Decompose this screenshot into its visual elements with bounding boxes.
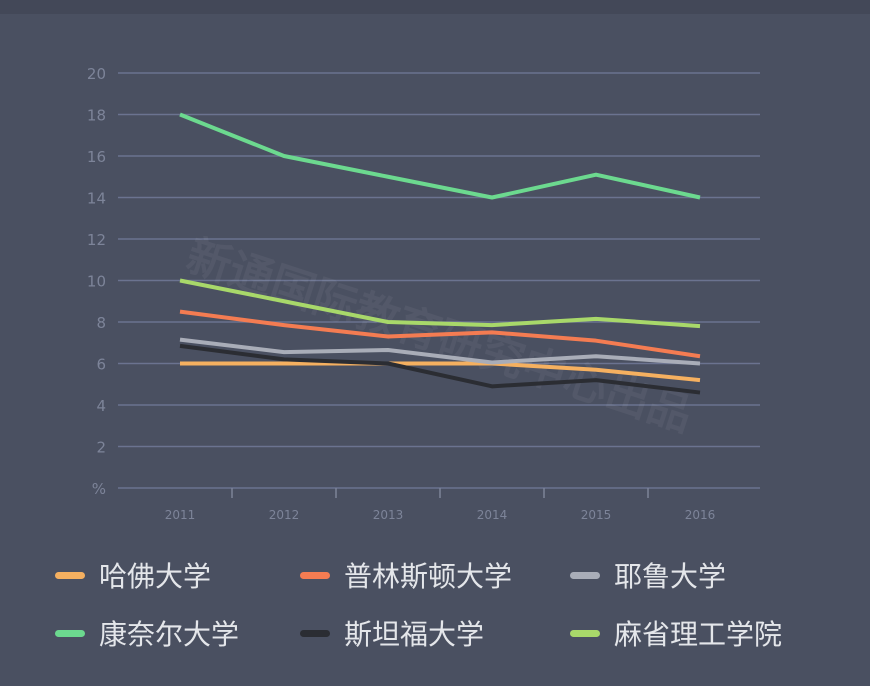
- legend-item: 斯坦福大学: [300, 613, 484, 653]
- legend-item: 耶鲁大学: [570, 555, 726, 595]
- legend-swatch: [55, 571, 85, 579]
- series-line-3: [179, 112, 701, 200]
- series-line-4: [179, 343, 701, 395]
- legend-swatch: [55, 629, 85, 637]
- x-tick-label: 2015: [581, 508, 612, 522]
- y-tick-label: 2: [96, 439, 106, 457]
- legend-item: 麻省理工学院: [570, 613, 782, 653]
- legend-item: 普林斯顿大学: [300, 555, 512, 595]
- legend-item: 康奈尔大学: [55, 613, 239, 653]
- y-tick-label: 4: [96, 397, 106, 415]
- legend-label: 斯坦福大学: [344, 618, 485, 651]
- x-tick-label: 2013: [373, 508, 404, 522]
- y-tick-label: 16: [87, 148, 106, 166]
- x-tick-label: 2014: [477, 508, 508, 522]
- legend-label: 普林斯顿大学: [344, 560, 513, 593]
- legend-swatch: [570, 629, 600, 637]
- series-line-5: [179, 278, 701, 329]
- series-line-1: [179, 309, 701, 359]
- legend-label: 哈佛大学: [99, 560, 212, 593]
- x-tick-label: 2012: [269, 508, 300, 522]
- y-tick-label: 10: [87, 273, 106, 291]
- legend-label: 耶鲁大学: [614, 560, 727, 593]
- y-tick-label: 12: [87, 231, 106, 249]
- series-line-2: [179, 337, 701, 366]
- legend-label: 康奈尔大学: [99, 618, 240, 651]
- y-tick-label: 14: [87, 190, 106, 208]
- legend-swatch: [570, 571, 600, 579]
- legend-swatch: [300, 571, 330, 579]
- legend-label: 麻省理工学院: [614, 618, 783, 651]
- legend-swatch: [300, 629, 330, 637]
- x-tick-label: 2011: [165, 508, 196, 522]
- y-tick-label: %: [92, 480, 106, 498]
- top-bar: [0, 0, 870, 14]
- y-tick-label: 18: [87, 107, 106, 125]
- y-tick-label: 6: [96, 356, 106, 374]
- x-tick-label: 2016: [685, 508, 716, 522]
- y-tick-label: 8: [96, 314, 106, 332]
- legend-item: 哈佛大学: [55, 555, 211, 595]
- series-line-0: [180, 361, 701, 383]
- y-tick-label: 20: [87, 65, 106, 83]
